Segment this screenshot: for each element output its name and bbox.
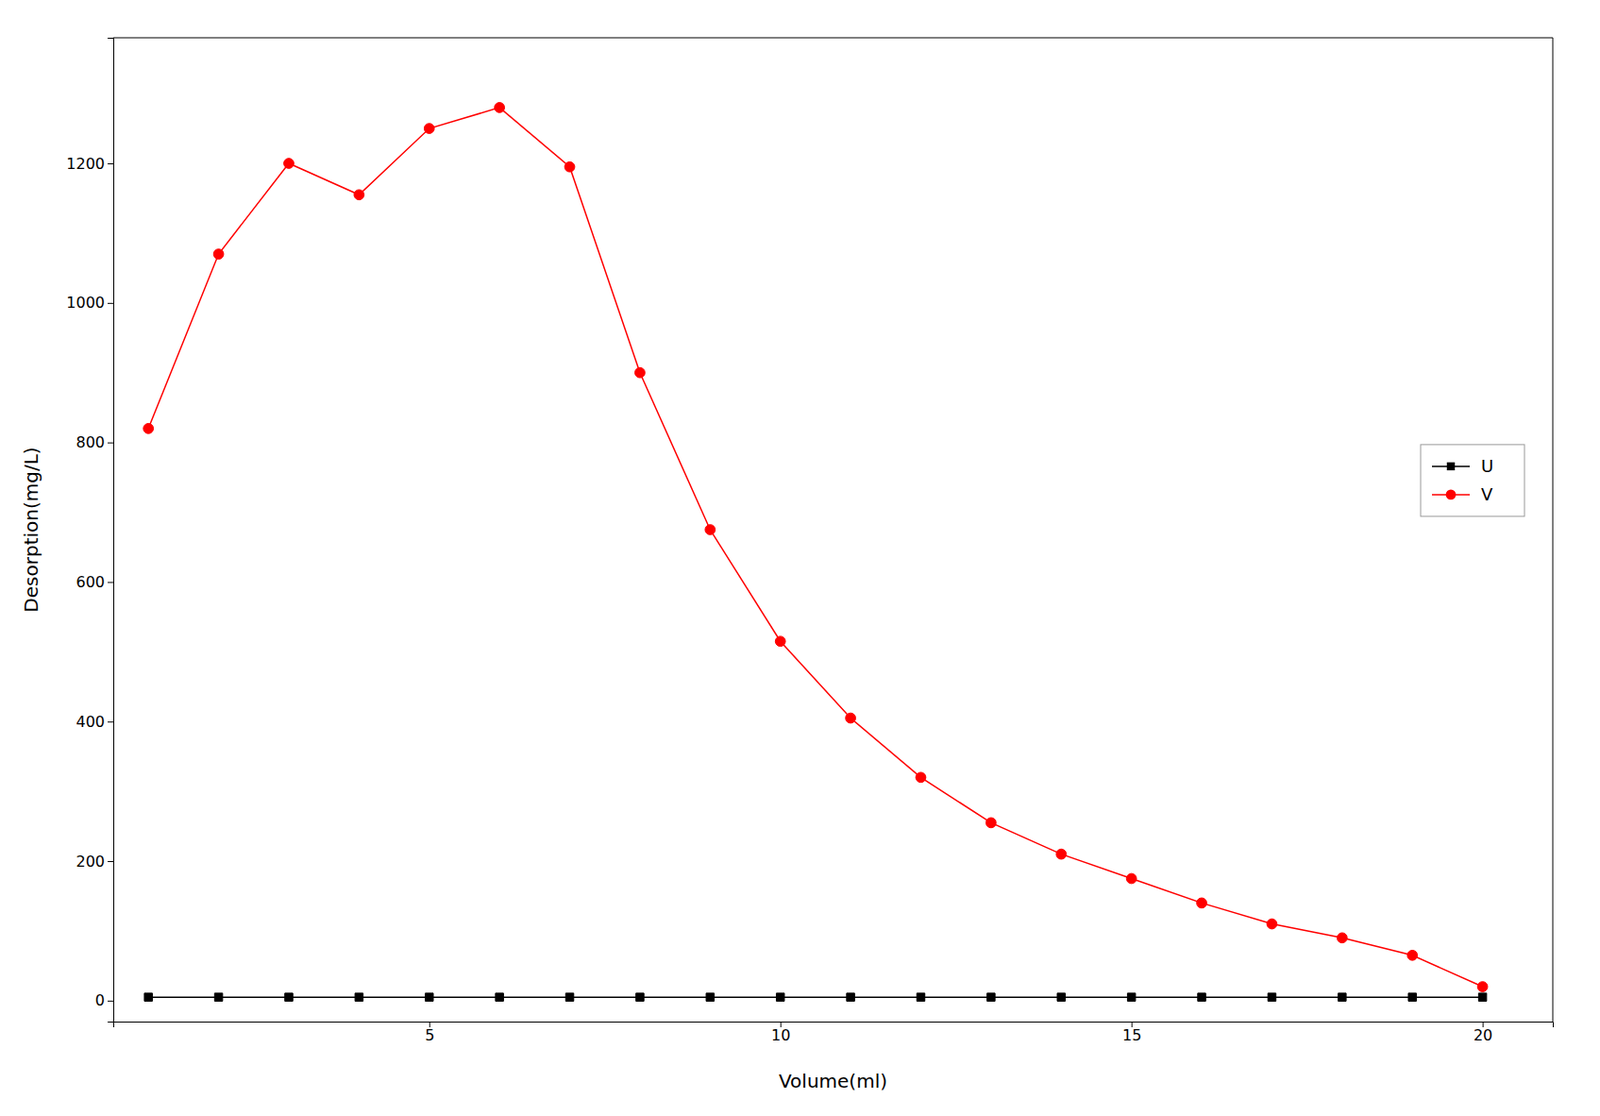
point — [214, 993, 222, 1001]
y-axis: 0 200 400 600 800 1000 1200 — [66, 38, 114, 1023]
tick-mark — [107, 721, 114, 723]
point — [564, 161, 575, 172]
legend-box — [1420, 444, 1525, 517]
series-line — [148, 995, 1483, 998]
point — [915, 772, 927, 783]
point — [144, 993, 152, 1001]
axis-line — [114, 1022, 1554, 1028]
x-axis: 5 10 15 20 — [114, 1021, 1554, 1045]
frame — [113, 37, 1553, 39]
legend-label: U — [1481, 455, 1494, 476]
tick-mark — [107, 581, 114, 583]
point — [1267, 993, 1276, 1001]
axis-line — [107, 38, 115, 1023]
legend-item: U — [1431, 455, 1494, 476]
point — [494, 102, 506, 114]
tick-label: 1200 — [66, 154, 105, 173]
tick: 800 — [75, 433, 114, 452]
legend: UV — [1420, 444, 1525, 517]
point — [1056, 848, 1067, 859]
point — [987, 993, 995, 1001]
legend-label: V — [1481, 484, 1494, 505]
point — [425, 993, 434, 1001]
point — [636, 993, 644, 1001]
tick-mark — [107, 1000, 114, 1002]
point — [774, 636, 786, 647]
tick-label: 5 — [424, 1026, 435, 1045]
tick-label: 0 — [95, 991, 105, 1010]
point — [354, 993, 363, 1001]
chart: 5101520020040060080010001200UVVolume(ml)… — [0, 0, 1600, 1116]
tick: 600 — [75, 572, 114, 591]
point — [706, 993, 714, 1001]
legend-item: V — [1431, 484, 1494, 505]
tick-label: 10 — [771, 1026, 791, 1045]
point — [1127, 993, 1135, 1001]
point — [1408, 993, 1416, 1001]
legend-marker — [1446, 489, 1457, 501]
point — [353, 189, 365, 201]
tick: 0 — [95, 991, 114, 1010]
point — [213, 249, 224, 260]
point — [986, 817, 997, 828]
point — [565, 993, 573, 1001]
point — [846, 993, 855, 1001]
point — [1196, 897, 1208, 909]
tick: 15 — [1122, 1021, 1142, 1045]
point — [1478, 993, 1486, 1001]
point — [1197, 993, 1206, 1001]
frame — [1552, 37, 1554, 1022]
tick-mark — [107, 860, 114, 862]
point — [495, 993, 504, 1001]
tick-mark — [107, 442, 114, 444]
tick: 1000 — [66, 293, 114, 312]
tick: 5 — [424, 1021, 435, 1045]
point — [1126, 873, 1137, 884]
tick: 20 — [1473, 1021, 1493, 1045]
y-axis-title: Desorption(mg/L) — [19, 446, 43, 612]
tick: 400 — [75, 712, 114, 731]
tick-label: 15 — [1122, 1026, 1142, 1045]
tick-label: 400 — [75, 712, 105, 731]
marks — [143, 102, 1488, 1002]
tick: 10 — [771, 1021, 791, 1045]
point — [1266, 918, 1278, 929]
point — [916, 993, 925, 1001]
point — [1407, 949, 1418, 960]
tick: 200 — [75, 852, 114, 871]
point — [1057, 993, 1065, 1001]
point — [775, 993, 784, 1001]
tick-label: 1000 — [66, 293, 105, 312]
legend-marker — [1447, 462, 1455, 471]
tick-label: 800 — [75, 433, 105, 452]
point — [705, 524, 716, 536]
point — [423, 123, 435, 135]
point — [1477, 981, 1488, 993]
tick-label: 200 — [75, 852, 105, 871]
point — [285, 993, 293, 1001]
point — [845, 712, 857, 724]
tick-mark — [107, 303, 114, 304]
tick-label: 20 — [1473, 1026, 1493, 1045]
tick-mark — [107, 163, 114, 165]
series-line — [148, 107, 1483, 987]
plot: 5101520020040060080010001200UV — [66, 37, 1553, 1045]
tick-label: 600 — [75, 572, 105, 591]
point — [1336, 932, 1348, 944]
x-axis-title: Volume(ml) — [778, 1069, 888, 1093]
tick: 1200 — [66, 154, 114, 173]
point — [1338, 993, 1347, 1001]
point — [143, 422, 154, 434]
point — [284, 158, 295, 169]
point — [635, 367, 646, 378]
